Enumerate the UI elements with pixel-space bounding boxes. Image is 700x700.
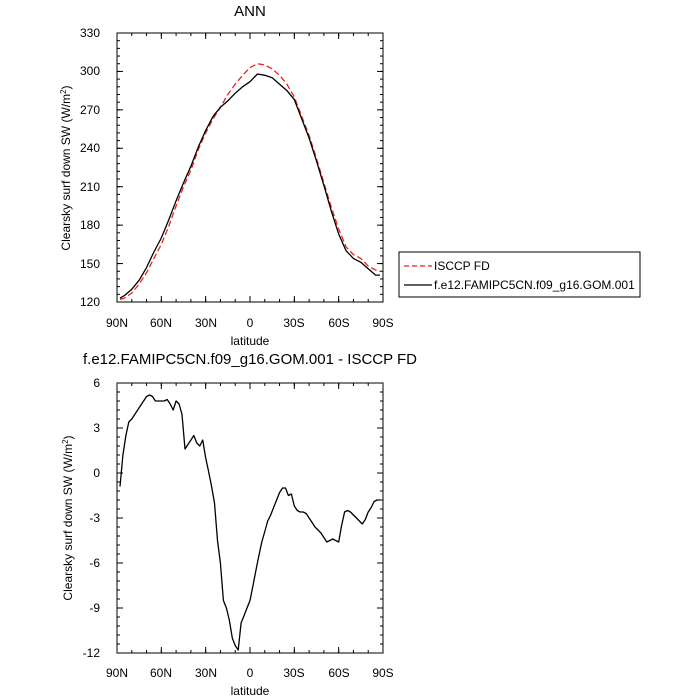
top-x-tick-label: 30S	[283, 316, 304, 330]
bottom-y-tick-label: 3	[93, 421, 100, 435]
bottom-x-tick-label: 60S	[328, 666, 349, 680]
top-x-tick-label: 0	[247, 316, 254, 330]
bottom-y-tick-label: -9	[89, 601, 100, 615]
bottom-x-tick-label: 30N	[195, 666, 217, 680]
bottom-y-tick-label: 0	[93, 466, 100, 480]
bottom-x-tick-label: 90S	[372, 666, 393, 680]
bottom-x-tick-label: 90N	[106, 666, 128, 680]
top-y-tick-label: 300	[80, 64, 100, 78]
top-y-tick-label: 330	[80, 26, 100, 40]
top-y-tick-label: 270	[80, 103, 100, 117]
top-series-line-isccp	[119, 63, 381, 301]
bottom-y-tick-label: -3	[89, 511, 100, 525]
top-series-group	[119, 63, 381, 301]
legend-box	[398, 251, 641, 298]
bottom-y-tick-label: -6	[89, 556, 100, 570]
top-plot-frame	[116, 32, 384, 303]
bottom-series-group	[119, 394, 380, 651]
bottom-x-tick-label: 0	[247, 666, 254, 680]
top-x-tick-label: 90N	[106, 316, 128, 330]
top-panel: ANN 120 150 180 210 240 270 300 330 90N …	[59, 3, 641, 348]
top-y-tick-label: 210	[80, 180, 100, 194]
bottom-y-axis-label: Clearsky surf down SW (W/m2)	[61, 435, 76, 600]
bottom-y-tick-label: 6	[93, 376, 100, 390]
top-y-tick-labels: 120 150 180 210 240 270 300 330	[80, 26, 100, 309]
bottom-x-axis-label: latitude	[231, 684, 270, 698]
top-x-tick-label: 90S	[372, 316, 393, 330]
top-x-tick-label: 60N	[150, 316, 172, 330]
top-x-tick-labels: 90N 60N 30N 0 30S 60S 90S	[106, 316, 394, 330]
top-y-axis-label: Clearsky surf down SW (W/m2)	[59, 85, 74, 250]
top-ticks	[116, 32, 384, 303]
top-x-tick-label: 60S	[328, 316, 349, 330]
top-y-tick-label: 240	[80, 141, 100, 155]
bottom-panel: f.e12.FAMIPC5CN.f09_g16.GOM.001 - ISCCP …	[61, 351, 418, 698]
legend: ISCCP FD f.e12.FAMIPC5CN.f09_g16.GOM.001	[398, 251, 641, 298]
top-y-tick-label: 180	[80, 218, 100, 232]
bottom-x-tick-labels: 90N 60N 30N 0 30S 60S 90S	[106, 666, 394, 680]
top-chart-title: ANN	[234, 3, 266, 20]
bottom-x-tick-label: 60N	[150, 666, 172, 680]
bottom-y-tick-label: -12	[83, 646, 101, 660]
legend-label-isccp: ISCCP FD	[434, 259, 490, 273]
top-y-tick-label: 120	[80, 295, 100, 309]
top-series-line-model	[119, 73, 380, 299]
bottom-x-tick-label: 30S	[283, 666, 304, 680]
bottom-plot-frame	[116, 382, 384, 654]
top-x-tick-label: 30N	[195, 316, 217, 330]
bottom-chart-title: f.e12.FAMIPC5CN.f09_g16.GOM.001 - ISCCP …	[83, 351, 417, 368]
top-y-tick-label: 150	[80, 257, 100, 271]
bottom-y-tick-labels: -12 -9 -6 -3 0 3 6	[83, 376, 101, 660]
legend-label-model: f.e12.FAMIPC5CN.f09_g16.GOM.001	[434, 278, 635, 292]
top-x-axis-label: latitude	[231, 334, 270, 348]
bottom-series-line-difference	[119, 394, 380, 651]
